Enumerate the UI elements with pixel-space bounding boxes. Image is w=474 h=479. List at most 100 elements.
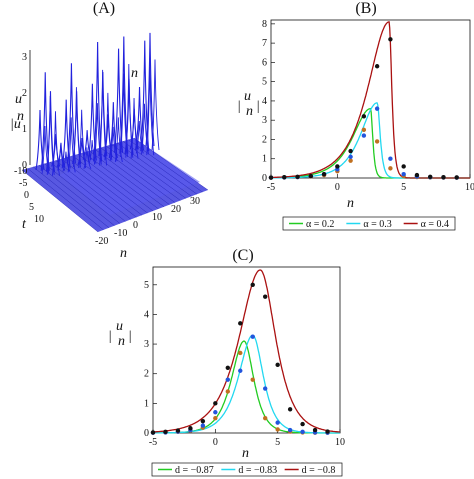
series-marker-2 (428, 174, 433, 180)
series-marker-1 (200, 423, 206, 428)
panel-c-ylabel-bar: | (108, 329, 112, 344)
surface-spike (35, 109, 45, 171)
y-tick-label: 7 (262, 38, 267, 49)
legend-label: α = 0.4 (421, 219, 449, 230)
series-marker-1 (250, 334, 255, 339)
series-marker-1 (275, 420, 280, 425)
series-marker-1 (374, 106, 380, 111)
surface-spike (145, 32, 155, 147)
n-tick-label: 10 (152, 212, 162, 223)
surface-spike-secondary (135, 120, 144, 154)
series-marker-2 (454, 175, 459, 180)
surface-spike (77, 137, 87, 166)
series-line-1 (153, 334, 340, 434)
y-tick-label: 2 (262, 134, 267, 145)
x-tick-label: 0 (335, 182, 340, 193)
panel-c-ylabel-u: u (116, 319, 123, 334)
series-marker-0 (388, 166, 393, 171)
series-marker-2 (414, 172, 420, 178)
series-marker-2 (287, 407, 293, 412)
panel-c-ylabel-n: n (118, 334, 125, 349)
series-marker-1 (388, 156, 393, 161)
series-marker-0 (238, 350, 243, 356)
series-marker-0 (374, 139, 380, 144)
surface-spike (124, 78, 134, 155)
series-marker-2 (250, 282, 255, 287)
y-tick-label: 4 (144, 309, 149, 320)
t-tick-label: 0 (24, 190, 29, 201)
panel-a-nlabel: n (120, 246, 127, 261)
surface-grid-line (27, 168, 104, 231)
series-marker-2 (268, 175, 274, 180)
series-marker-2 (308, 173, 313, 179)
panel-c-title: (C) (232, 247, 253, 264)
x-tick-label: 5 (401, 182, 406, 193)
surface-spike (108, 102, 118, 159)
surface-grid-line (44, 163, 121, 224)
panel-b-ylabel-u: u (244, 89, 251, 104)
x-tick-label: 10 (335, 437, 345, 448)
series-marker-0 (263, 415, 268, 421)
surface-spike (45, 91, 56, 172)
surface-grid-line (111, 144, 187, 199)
series-marker-1 (238, 368, 243, 373)
surface-grid-line (117, 142, 192, 197)
series-marker-2 (163, 429, 168, 435)
series-marker-2 (295, 174, 300, 180)
x-tick-label: 5 (275, 437, 280, 448)
surface-spike (40, 72, 50, 171)
surface-spike (98, 71, 108, 157)
surface-spike (93, 41, 103, 162)
series-line-2 (153, 269, 340, 433)
surface-spike (72, 91, 82, 165)
series-marker-2 (225, 365, 230, 370)
surface-spike (119, 36, 129, 154)
y-tick-label: 2 (144, 369, 149, 380)
x-tick-label: 10 (465, 182, 474, 193)
series-marker-2 (388, 37, 393, 42)
n-tick-label: -20 (95, 236, 108, 247)
series-marker-2 (263, 294, 268, 299)
series-marker-2 (361, 114, 367, 119)
z-tick-label: 3 (22, 52, 27, 63)
series-marker-2 (321, 171, 327, 177)
series-marker-2 (325, 429, 330, 434)
series-marker-0 (348, 158, 353, 163)
panel-a-zlabel: |u (10, 117, 21, 132)
series-marker-2 (348, 148, 353, 154)
legend-label: d = −0.8 (302, 465, 336, 476)
series-marker-2 (401, 164, 406, 169)
panel-a-zlabel-sub: n (17, 109, 24, 124)
panel-b-xlabel: n (347, 196, 354, 211)
series-marker-1 (225, 377, 230, 382)
series-marker-0 (225, 389, 230, 394)
y-tick-label: 3 (262, 115, 267, 126)
series-marker-2 (213, 401, 218, 406)
series-marker-2 (175, 428, 181, 433)
x-tick-label: 0 (213, 437, 218, 448)
surface-grid-line (21, 169, 99, 233)
y-tick-label: 4 (262, 96, 267, 107)
panel-c-legend: d = −0.87 d = −0.83 d = −0.8 (151, 462, 343, 477)
legend-label: α = 0.3 (363, 219, 391, 230)
panel-a-zlabel-top: u (15, 92, 22, 107)
panel-b-ylabel-n: n (246, 104, 253, 119)
surface-grid-line (49, 161, 126, 222)
surface-plot (21, 32, 209, 233)
panel-a-nlabel-top: n (131, 66, 138, 81)
surface-spike (66, 63, 76, 164)
t-tick-label: 5 (29, 202, 34, 213)
series-line-1 (271, 102, 470, 179)
series-line-0 (271, 107, 470, 179)
surface-grid-line (38, 165, 115, 226)
z-tick-label: 2 (22, 88, 27, 99)
series-marker-2 (312, 427, 318, 433)
y-tick-label: 1 (262, 154, 267, 165)
y-tick-label: 6 (262, 57, 267, 68)
surface-base-highlight (60, 138, 200, 215)
series-marker-0 (213, 415, 218, 421)
